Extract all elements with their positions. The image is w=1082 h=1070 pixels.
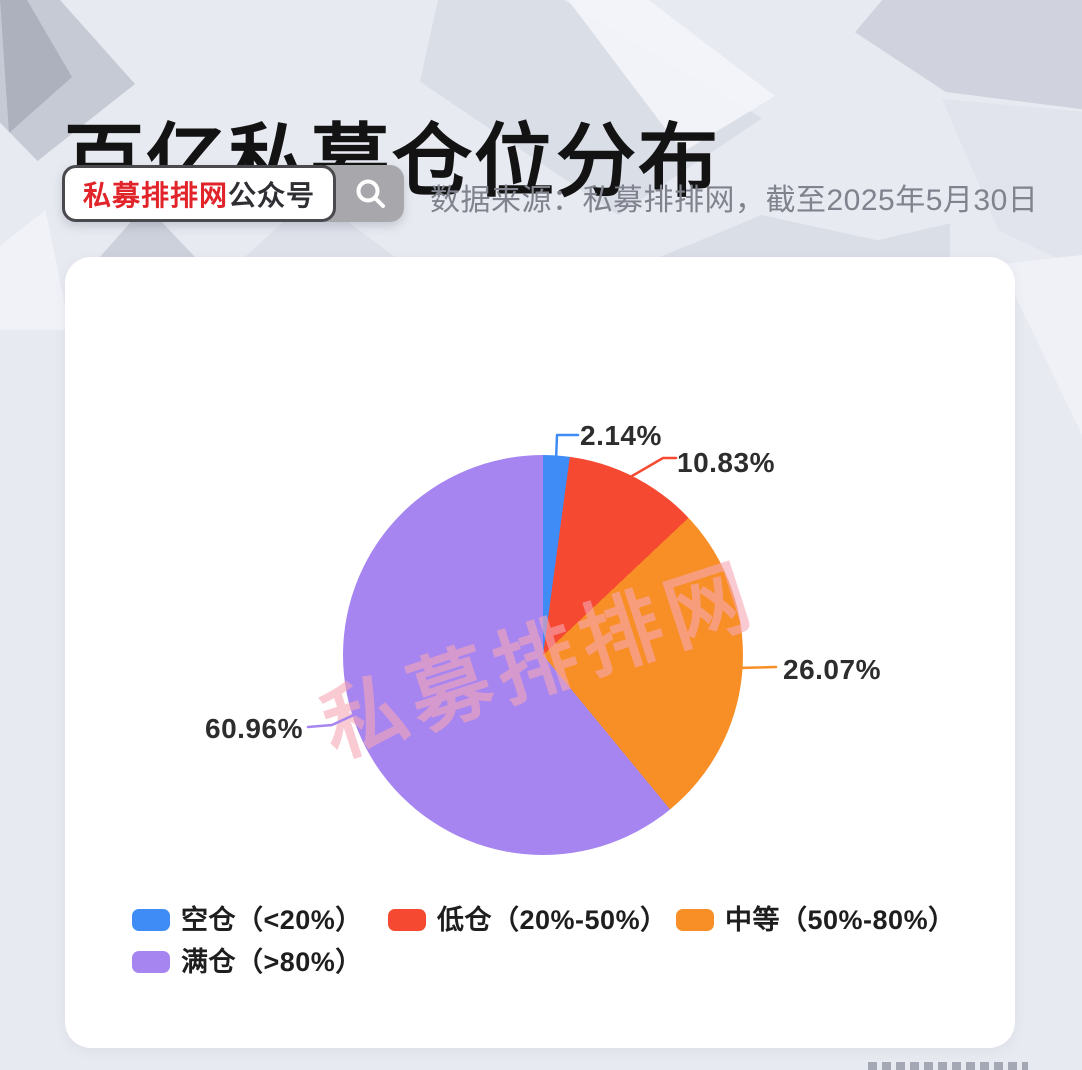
legend-item-low: 低仓（20%-50%） <box>388 903 668 937</box>
legend-swatch <box>132 909 170 931</box>
brand-badge-label: 私募排排网 公众号 <box>62 165 337 222</box>
legend-item-full: 满仓（>80%） <box>132 945 363 979</box>
legend-swatch <box>676 909 714 931</box>
slice-value-label: 10.83% <box>677 447 775 478</box>
pie-chart <box>343 455 743 855</box>
clipped-footer-watermark <box>868 1062 1028 1070</box>
clipped-footer-marks <box>868 1062 1028 1070</box>
slice-value-label: 60.96% <box>205 713 303 744</box>
data-source-note: 数据来源：私募排排网，截至2025年5月30日 <box>430 184 1039 217</box>
search-icon <box>353 176 389 212</box>
background-shape <box>0 210 70 330</box>
background-shape <box>942 99 1082 270</box>
legend-swatch <box>132 951 170 973</box>
brand-suffix: 公众号 <box>228 179 316 211</box>
legend-label: 低仓（20%-50%） <box>437 905 668 935</box>
background-shape <box>855 0 1082 110</box>
leader-line-medium <box>736 665 778 670</box>
brand-name: 私募排排网 <box>83 179 229 211</box>
legend-swatch <box>388 909 426 931</box>
legend-label: 空仓（<20%） <box>181 905 363 935</box>
leader-line-low <box>630 456 678 478</box>
leader-line-full <box>306 712 358 729</box>
leader-line-empty <box>554 433 580 463</box>
chart-card: 私募排排网 2.14% 10.83% 26.07% 60.96% 空仓（<20%… <box>65 257 1015 1048</box>
legend-label: 满仓（>80%） <box>181 947 363 977</box>
slice-value-label: 2.14% <box>580 420 662 451</box>
legend-item-medium: 中等（50%-80%） <box>676 903 956 937</box>
leader-lines <box>306 433 778 729</box>
legend-label: 中等（50%-80%） <box>725 905 956 935</box>
legend-item-empty: 空仓（<20%） <box>132 903 363 937</box>
background-shape <box>660 215 950 257</box>
brand-badge: 私募排排网 公众号 <box>62 165 405 222</box>
slice-value-label: 26.07% <box>783 654 881 685</box>
